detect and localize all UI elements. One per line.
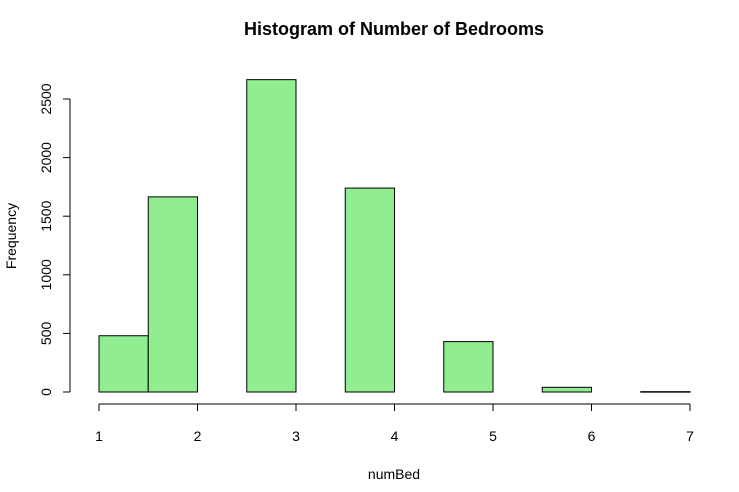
x-tick-label: 3 xyxy=(292,428,300,444)
x-tick-label: 6 xyxy=(588,428,596,444)
x-tick-label: 1 xyxy=(95,428,103,444)
histogram-bar xyxy=(344,187,395,393)
bars-group xyxy=(98,79,691,393)
histogram-bar xyxy=(246,79,297,393)
y-axis-label: Frequency xyxy=(3,203,19,269)
y-tick-label: 1000 xyxy=(38,259,54,290)
y-tick-label: 1500 xyxy=(38,200,54,231)
x-ticks-group: 1 2 3 4 5 6 7 xyxy=(95,404,694,444)
y-ticks-group: 0 500 1000 1500 2000 2500 xyxy=(38,83,70,396)
x-tick-label: 7 xyxy=(686,428,694,444)
chart-title: Histogram of Number of Bedrooms xyxy=(244,19,544,39)
x-tick-label: 5 xyxy=(489,428,497,444)
x-axis-label: numBed xyxy=(368,466,420,482)
histogram-bar xyxy=(147,196,198,393)
histogram-bar xyxy=(640,391,691,393)
histogram-bar xyxy=(541,386,592,393)
histogram-bar xyxy=(98,335,149,393)
y-tick-label: 2000 xyxy=(38,142,54,173)
y-tick-label: 2500 xyxy=(38,83,54,114)
y-tick-label: 500 xyxy=(38,322,54,346)
x-tick-label: 2 xyxy=(194,428,202,444)
histogram-bar xyxy=(443,341,494,393)
y-tick-label: 0 xyxy=(38,388,54,396)
x-tick-label: 4 xyxy=(391,428,399,444)
